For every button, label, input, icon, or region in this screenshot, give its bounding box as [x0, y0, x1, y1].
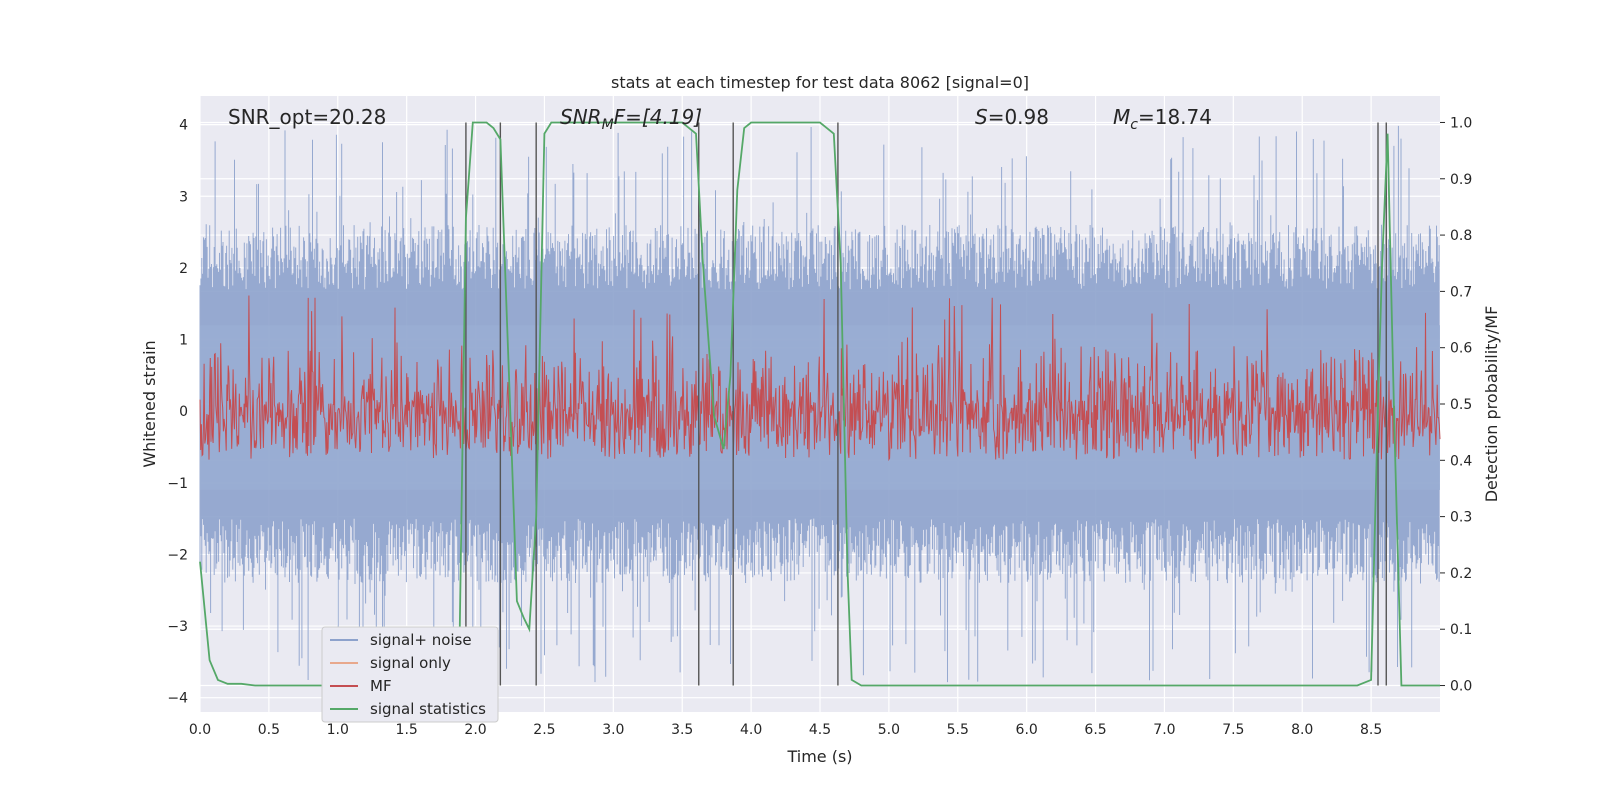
x-tick-label: 8.5 — [1360, 722, 1382, 738]
legend-label-signal-only: signal only — [370, 654, 451, 672]
right-y-axis-label: Detection probability/MF — [1482, 306, 1501, 503]
right-y-tick-label: 0.3 — [1450, 510, 1472, 526]
right-y-tick-label: 0.2 — [1450, 566, 1472, 582]
right-y-tick-label: 0.8 — [1450, 228, 1472, 244]
left-y-tick-label: −3 — [167, 619, 188, 635]
right-y-axis-ticks: 0.0 0.1 0.2 0.3 0.4 0.5 0.6 0.7 0.8 0.9 1.0 — [1440, 115, 1472, 695]
left-y-tick-label: 0 — [179, 404, 188, 420]
x-tick-label: 5.0 — [878, 722, 900, 738]
chart-title: stats at each timestep for test data 806… — [611, 73, 1029, 92]
left-y-axis-ticks: −4 −3 −2 −1 0 1 2 3 4 — [167, 118, 188, 707]
right-y-tick-label: 0.6 — [1450, 341, 1472, 357]
legend-entry-signal-noise: signal+ noise — [330, 631, 472, 649]
x-tick-label: 1.0 — [327, 722, 349, 738]
x-tick-label: 8.0 — [1291, 722, 1313, 738]
x-tick-label: 2.5 — [533, 722, 555, 738]
x-tick-label: 4.0 — [740, 722, 762, 738]
right-y-tick-label: 0.0 — [1450, 679, 1472, 695]
right-y-tick-label: 0.5 — [1450, 397, 1472, 413]
x-tick-label: 7.5 — [1222, 722, 1244, 738]
snr-mf-symbol: SNR — [560, 105, 602, 129]
mf-series — [199, 295, 1441, 462]
left-y-axis-label: Whitened strain — [140, 340, 159, 467]
legend-box — [321, 626, 499, 723]
x-tick-label: 6.0 — [1016, 722, 1038, 738]
right-y-tick-label: 0.1 — [1450, 622, 1472, 638]
x-tick-label: 1.5 — [396, 722, 418, 738]
right-y-tick-label: 1.0 — [1450, 115, 1472, 131]
x-tick-label: 0.5 — [258, 722, 280, 738]
x-tick-label: 7.0 — [1153, 722, 1175, 738]
x-axis-label: Time (s) — [786, 747, 852, 766]
x-tick-label: 4.5 — [809, 722, 831, 738]
x-tick-label: 3.0 — [602, 722, 624, 738]
mc-value: =18.74 — [1138, 105, 1212, 129]
x-tick-label: 0.0 — [189, 722, 211, 738]
mc-subscript: c — [1130, 117, 1138, 133]
left-y-tick-label: −2 — [167, 547, 188, 563]
snr-mf-subscript: M — [602, 117, 614, 133]
left-y-tick-label: −1 — [167, 476, 188, 492]
s-symbol: S — [975, 105, 988, 129]
left-y-tick-label: 3 — [179, 189, 188, 205]
mc-symbol: M — [1113, 105, 1130, 129]
mf-line — [199, 295, 1441, 462]
legend: signal+ noise signal only MF signal stat… — [321, 626, 499, 723]
legend-entry-mf: MF — [330, 677, 392, 695]
legend-entry-signal-only: signal only — [330, 654, 451, 672]
mc-annotation: Mc=18.74 — [1113, 105, 1212, 133]
snr-mf-annotation: SNRMF=[4.19] — [560, 105, 702, 133]
legend-label-mf: MF — [370, 677, 392, 695]
left-y-tick-label: 4 — [179, 118, 188, 134]
x-tick-label: 5.5 — [947, 722, 969, 738]
legend-label-signal-statistics: signal statistics — [370, 700, 486, 718]
legend-entry-signal-statistics: signal statistics — [330, 700, 486, 718]
left-y-tick-label: 1 — [179, 333, 188, 349]
right-y-tick-label: 0.9 — [1450, 172, 1472, 188]
left-y-tick-label: 2 — [179, 261, 188, 277]
s-value: =0.98 — [988, 105, 1049, 129]
s-annotation: S=0.98 — [975, 105, 1049, 129]
right-y-tick-label: 0.7 — [1450, 284, 1472, 300]
snr-mf-value: F=[4.19] — [614, 105, 702, 129]
legend-label-signal-noise: signal+ noise — [370, 631, 472, 649]
right-y-tick-label: 0.4 — [1450, 453, 1472, 469]
snr-opt-annotation: SNR_opt=20.28 — [228, 105, 386, 129]
x-tick-label: 3.5 — [671, 722, 693, 738]
x-tick-label: 6.5 — [1084, 722, 1106, 738]
left-y-tick-label: −4 — [167, 691, 188, 707]
x-axis-ticks: 0.0 0.5 1.0 1.5 2.0 2.5 3.0 3.5 4.0 4.5 5.0 5.5 6.0 6… — [189, 722, 1382, 738]
x-tick-label: 2.0 — [464, 722, 486, 738]
